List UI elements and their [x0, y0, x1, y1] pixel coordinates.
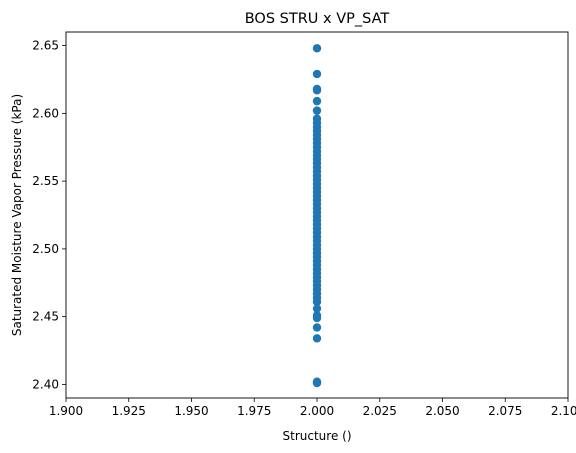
x-tick-label: 2.050	[425, 404, 459, 418]
data-point	[312, 69, 322, 79]
y-tick-label: 2.40	[32, 377, 59, 391]
chart-title: BOS STRU x VP_SAT	[245, 11, 390, 27]
data-point	[312, 378, 322, 388]
data-point	[312, 86, 322, 95]
x-tick-label: 1.975	[237, 404, 271, 418]
y-tick-label: 2.60	[32, 106, 59, 120]
data-point	[312, 44, 322, 53]
data-point	[312, 323, 322, 332]
x-tick-label: 2.100	[551, 404, 576, 418]
x-tick-label: 2.075	[488, 404, 522, 418]
y-tick-label: 2.45	[32, 310, 59, 324]
x-axis-label: Structure ()	[283, 429, 352, 443]
data-point	[312, 304, 322, 313]
y-axis: 2.40 2.45 2.50 2.55 2.60 2.65	[32, 39, 66, 391]
x-tick-label: 2.025	[363, 404, 397, 418]
x-tick-label: 2.000	[300, 404, 334, 418]
x-tick-label: 1.950	[174, 404, 208, 418]
plot-area	[312, 44, 322, 388]
x-tick-label: 1.900	[49, 404, 83, 418]
data-point	[312, 334, 322, 343]
x-axis: 1.900 1.925 1.950 1.975 2.000 2.025 2.050 2.075…	[49, 398, 576, 418]
data-point	[312, 297, 322, 306]
data-point	[312, 96, 322, 106]
y-axis-label: Saturated Moisture Vapor Pressure (kPa)	[10, 94, 24, 336]
y-tick-label: 2.65	[32, 39, 59, 53]
data-point	[312, 106, 322, 115]
data-point	[312, 313, 322, 323]
x-tick-label: 1.925	[112, 404, 146, 418]
y-tick-label: 2.55	[32, 174, 59, 188]
y-tick-label: 2.50	[32, 242, 59, 256]
